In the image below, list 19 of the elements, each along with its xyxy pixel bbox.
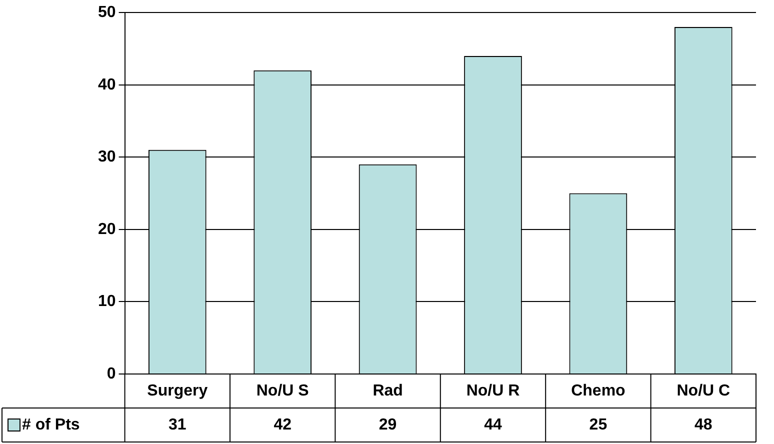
y-tick-label: 20 — [98, 220, 116, 238]
x-tick-label: Surgery — [147, 382, 208, 400]
y-tick-label: 30 — [98, 148, 116, 166]
y-tick-label: 10 — [98, 293, 116, 310]
data-label: 29 — [378, 416, 397, 434]
data-label: 42 — [274, 416, 292, 434]
data-label: 25 — [589, 416, 608, 434]
x-tick-label: No/U R — [466, 382, 520, 400]
x-tick-label: No/U S — [256, 382, 310, 400]
data-label: 48 — [694, 416, 712, 434]
y-tick-label: 40 — [98, 76, 116, 94]
data-label: 44 — [484, 416, 502, 434]
legend-label: # of Pts — [22, 416, 80, 434]
data-label: 31 — [168, 416, 186, 434]
x-tick-label: Rad — [372, 382, 403, 400]
y-tick-label: 0 — [106, 365, 116, 382]
x-tick-label: No/U C — [676, 382, 731, 400]
y-tick-label: 50 — [98, 4, 116, 22]
x-tick-label: Chemo — [571, 382, 626, 400]
